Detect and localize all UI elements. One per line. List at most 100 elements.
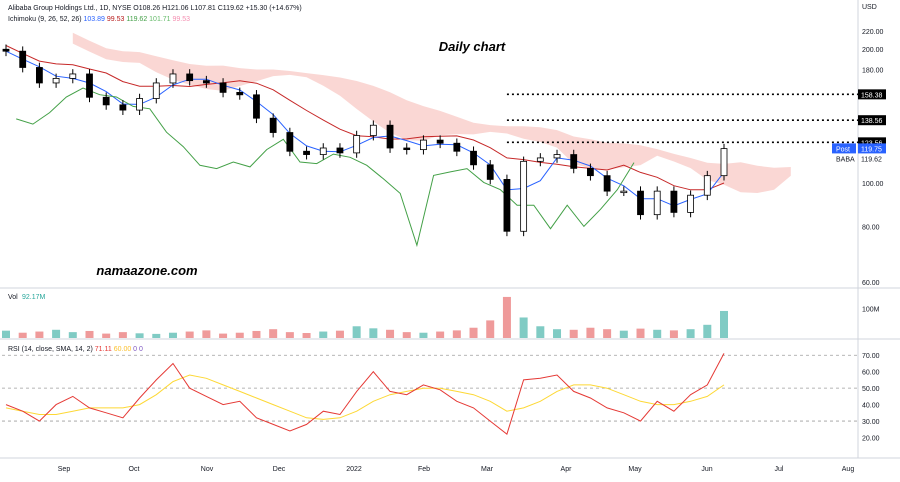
candle-body	[587, 167, 594, 177]
volume-bar	[152, 333, 161, 338]
time-tick-label: Feb	[418, 466, 430, 473]
post-price-tag	[858, 143, 886, 154]
price-tick-label: 220.00	[862, 29, 884, 36]
volume-bar	[636, 328, 645, 338]
volume-bar	[436, 331, 445, 338]
volume-bar	[252, 330, 261, 338]
ichimoku-legend: Ichimoku (9, 26, 52, 26) 103.89 99.53 11…	[8, 16, 190, 23]
volume-bar	[319, 331, 328, 338]
candle-body	[369, 124, 377, 136]
volume-bar	[586, 327, 595, 338]
candle-body	[186, 73, 194, 82]
volume-bar	[419, 332, 428, 338]
volume-bar	[102, 333, 111, 338]
rsi-ma-line	[5, 374, 725, 420]
price-level-tag-text: 158.38	[861, 92, 883, 99]
volume-bar	[386, 329, 395, 338]
candle-body	[503, 179, 511, 232]
price-tick-label: 180.00	[862, 68, 884, 75]
price-tick-label: 60.00	[862, 280, 880, 287]
candle-body	[303, 150, 310, 155]
candle-body	[236, 91, 244, 96]
volume-bar	[85, 330, 94, 338]
ichimoku-value: 99.53	[171, 16, 191, 23]
candle-body	[202, 80, 210, 84]
time-tick-label: May	[628, 466, 642, 473]
volume-bar	[619, 330, 628, 338]
volume-tick-label: 100M	[862, 307, 880, 314]
tenkan-sen-line	[5, 50, 725, 207]
price-level-tag	[858, 115, 886, 126]
volume-bar	[669, 330, 678, 338]
rsi-legend-value: 0	[131, 346, 137, 353]
volume-value: 92.17M	[22, 294, 46, 301]
volume-bar	[285, 332, 294, 338]
candle-body	[169, 73, 177, 84]
candle-body	[670, 190, 678, 213]
rsi-tick-label: 70.00	[862, 353, 880, 360]
volume-bar	[2, 330, 10, 338]
post-tag-label: Post	[836, 146, 850, 153]
ichimoku-value: 103.89	[83, 16, 105, 23]
candle-body	[536, 157, 544, 162]
rsi-legend-value: 60.00	[112, 346, 132, 353]
price-tick-label: 200.00	[862, 47, 884, 54]
volume-legend: Vol	[8, 294, 18, 301]
post-price-text: 119.75	[861, 146, 882, 153]
candle-body	[620, 190, 628, 194]
volume-bar	[118, 332, 127, 338]
candle-body	[687, 194, 695, 213]
chikou-span-line	[16, 87, 635, 248]
candle-body	[386, 124, 394, 149]
rsi-tick-label: 50.00	[862, 386, 880, 393]
volume-bar	[486, 320, 495, 338]
volume-bar	[185, 331, 194, 338]
candle-body	[102, 96, 110, 106]
candle-body	[286, 132, 294, 152]
volume-bar	[35, 331, 44, 338]
candle-body	[136, 98, 143, 111]
candle-body	[269, 117, 277, 133]
price-tick-label: 80.00	[862, 224, 880, 231]
volume-bar	[402, 332, 411, 338]
candle-body	[453, 142, 461, 152]
candle-body	[603, 175, 611, 192]
rsi-tick-label: 30.00	[862, 419, 880, 426]
candle-body	[86, 73, 93, 98]
rsi-tick-label: 40.00	[862, 403, 880, 410]
ticker-label: BABA	[836, 156, 855, 163]
price-level-tag-text: 138.56	[861, 118, 883, 125]
candle-body	[19, 50, 27, 68]
volume-bar	[369, 328, 378, 338]
volume-bar	[168, 332, 177, 338]
candle-body	[653, 190, 661, 216]
candle-body	[2, 48, 10, 52]
candle-body	[470, 150, 477, 166]
candle-body	[520, 160, 528, 232]
volume-bar	[603, 329, 612, 338]
candle-body	[35, 67, 43, 84]
candle-body	[219, 82, 227, 93]
volume-bar	[202, 330, 211, 338]
volume-bar	[269, 329, 278, 338]
candle-body	[319, 147, 327, 155]
volume-bar	[352, 326, 361, 338]
rsi-legend-value: 71.11	[95, 346, 112, 353]
volume-bar	[335, 330, 344, 338]
volume-bar	[536, 326, 545, 338]
candle-body	[720, 148, 728, 177]
volume-bar	[686, 329, 695, 338]
time-tick-label: Sep	[58, 466, 71, 473]
volume-bar	[302, 333, 311, 338]
candle-body	[253, 94, 260, 119]
volume-bar	[653, 329, 662, 338]
time-tick-label: Apr	[561, 466, 573, 473]
time-tick-label: Jul	[775, 466, 784, 473]
candle-body	[436, 139, 444, 144]
ichimoku-value: 119.62	[124, 16, 147, 23]
candle-body	[570, 154, 578, 169]
ichimoku-cloud	[72, 32, 791, 193]
time-tick-label: Jun	[701, 466, 712, 473]
